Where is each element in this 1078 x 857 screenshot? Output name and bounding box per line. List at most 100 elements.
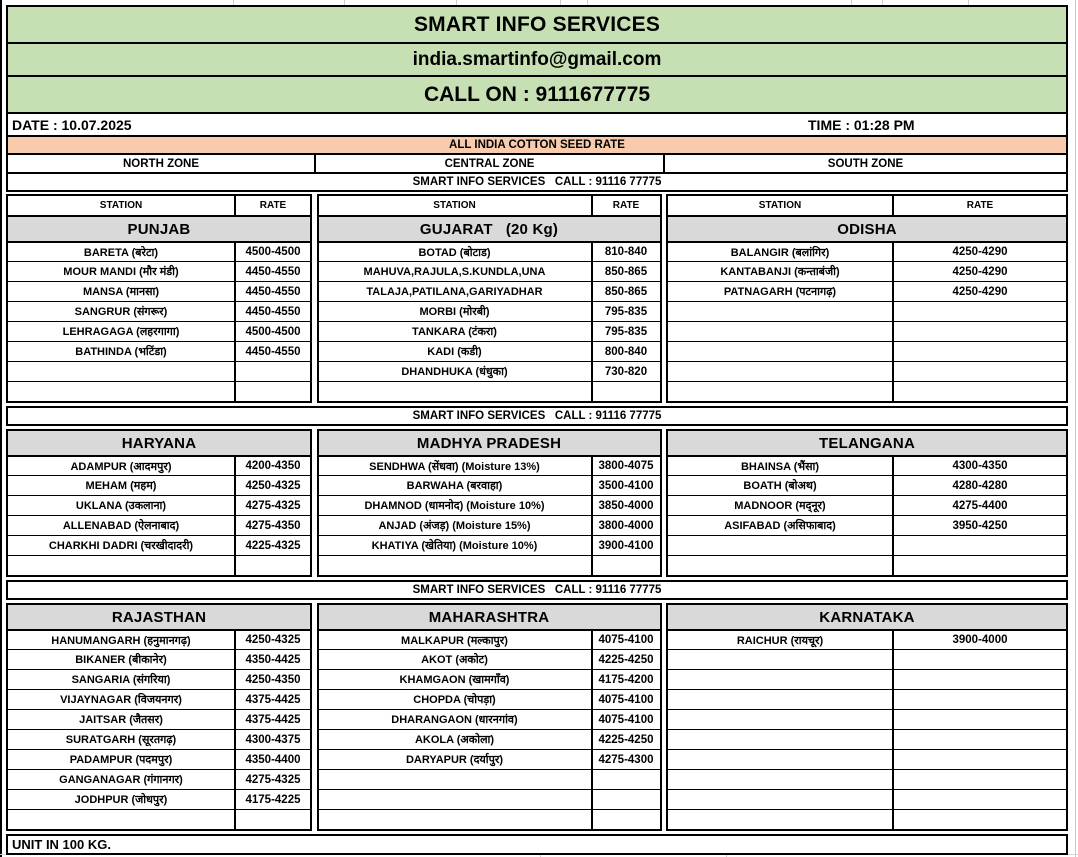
rate-column-header: RATE <box>892 196 1066 215</box>
station-cell <box>668 650 892 669</box>
table-row: KADI (कडी) 800-840 <box>318 341 660 361</box>
table-row: PADAMPUR (पदमपुर) 4350-4400 <box>8 749 310 769</box>
state-table-karnataka: KARNATAKA RAICHUR (रायचूर) 3900-4000 <box>666 603 1068 831</box>
table-row-empty <box>668 361 1066 381</box>
station-cell: KADI (कडी) <box>427 346 482 358</box>
station-cell: BOTAD (बोटाड) <box>418 246 491 259</box>
table-row-empty <box>668 689 1066 709</box>
table-row: DHANDHUKA (धंधुका) 730-820 <box>318 361 660 381</box>
rate-cell <box>892 810 1066 829</box>
station-cell <box>319 790 591 809</box>
table-row: SENDHWA (सेंधवा) (Moisture 13%) 3800-4075 <box>318 455 660 475</box>
table-row: BALANGIR (बलांगिर) 4250-4290 <box>668 241 1066 261</box>
table-row: ANJAD (अंजड़) (Moisture 15%) 3800-4000 <box>318 515 660 535</box>
date-time-row: DATE : 10.07.2025 TIME : 01:28 PM <box>6 112 1068 137</box>
table-row: BARETA (बरेटा) 4500-4500 <box>8 241 310 261</box>
station-cell: TALAJA,PATILANA,GARIYADHAR <box>366 285 543 298</box>
table-row: JAITSAR (जैतसर) 4375-4425 <box>8 709 310 729</box>
rate-cell: 850-865 <box>590 262 660 281</box>
table-row: BIKANER (बीकानेर) 4350-4425 <box>8 649 310 669</box>
table-row-empty <box>668 649 1066 669</box>
station-cell: DHARANGAON (धारनगांव) <box>391 714 518 726</box>
station-cell: KHAMGAON (खामगाँव) <box>399 674 510 686</box>
table-row: SURATGARH (सूरतगढ़) 4300-4375 <box>8 729 310 749</box>
table-row: MALKAPUR (मल्कापुर) 4075-4100 <box>318 629 660 649</box>
rate-cell: 4350-4400 <box>234 750 310 769</box>
contact-separator-row: SMART INFO SERVICES CALL : 91116 77775 <box>6 406 1068 426</box>
rate-cell: 4275-4400 <box>892 496 1066 515</box>
rate-cell: 4225-4250 <box>590 730 660 749</box>
table-row-empty <box>668 789 1066 809</box>
station-cell: AKOT (अकोट) <box>421 654 488 666</box>
table-row: DHARANGAON (धारनगांव) 4075-4100 <box>318 709 660 729</box>
station-cell <box>668 536 892 555</box>
rate-cell: 4225-4250 <box>590 650 660 669</box>
station-cell: ANJAD (अंजड़) (Moisture 15%) <box>378 520 531 532</box>
station-cell: DHAMNOD (धामनोद) (Moisture 10%) <box>364 500 545 512</box>
table-row: LEHRAGAGA (लहरगागा) 4500-4500 <box>8 321 310 341</box>
gridline-tick <box>968 0 969 6</box>
station-cell: ASIFABAD (असिफाबाद) <box>724 520 836 532</box>
gridline-tick <box>540 853 541 857</box>
gridline-tick <box>456 0 457 6</box>
state-header-gujarat-kg: GUJARAT (20 Kg) <box>318 217 660 241</box>
table-row-empty <box>8 361 310 381</box>
table-row: BARWAHA (बरवाहा) 3500-4100 <box>318 475 660 495</box>
rate-cell <box>590 382 660 401</box>
rate-cell <box>892 556 1066 575</box>
rate-cell <box>892 362 1066 381</box>
table-row-empty <box>668 381 1066 401</box>
table-row: MADNOOR (मद्नूर) 4275-4400 <box>668 495 1066 515</box>
rate-cell <box>590 770 660 789</box>
table-row: KANTABANJI (कन्ताबंजी) 4250-4290 <box>668 261 1066 281</box>
table-row-empty <box>318 769 660 789</box>
table-row-empty <box>668 669 1066 689</box>
table-row-empty <box>318 809 660 829</box>
station-cell: AKOLA (अकोला) <box>414 734 495 746</box>
table-row-empty <box>668 321 1066 341</box>
station-cell: MORBI (मोरबी) <box>419 306 490 318</box>
rate-cell: 4275-4300 <box>590 750 660 769</box>
table-row: BATHINDA (भटिंडा) 4450-4550 <box>8 341 310 361</box>
column-header-row: STATION RATE <box>318 196 660 217</box>
time-label: TIME : 01:28 PM <box>808 116 915 133</box>
station-cell: MAHUVA,RAJULA,S.KUNDLA,UNA <box>363 265 546 278</box>
station-cell <box>668 382 892 401</box>
table-row: KHAMGAON (खामगाँव) 4175-4200 <box>318 669 660 689</box>
station-cell <box>319 556 591 575</box>
page-right-edge <box>1075 0 1076 857</box>
station-cell <box>668 322 892 341</box>
table-row: CHOPDA (चोपड़ा) 4075-4100 <box>318 689 660 709</box>
state-table-odisha: STATION RATE ODISHA BALANGIR (बलांगिर) 4250-… <box>666 194 1068 403</box>
table-row: TANKARA (टंकरा) 795-835 <box>318 321 660 341</box>
rate-cell: 4175-4200 <box>590 670 660 689</box>
rate-cell: 4275-4350 <box>234 516 310 535</box>
state-header-odisha: ODISHA <box>668 217 1066 241</box>
zone-header-row: NORTH ZONE CENTRAL ZONE SOUTH ZONE <box>6 153 1068 174</box>
state-block-row: STATION RATE PUNJAB BARETA (बरेटा) 4500-4500… <box>6 194 1068 403</box>
station-cell <box>319 810 591 829</box>
rate-cell <box>234 362 310 381</box>
station-cell: ADAMPUR (आदमपुर) <box>70 460 172 473</box>
station-cell: ALLENABAD (ऐलनाबाद) <box>62 520 180 532</box>
table-row-empty <box>8 555 310 575</box>
rate-cell: 4250-4290 <box>892 243 1066 261</box>
table-row-empty <box>668 341 1066 361</box>
table-row: UKLANA (उकलाना) 4275-4325 <box>8 495 310 515</box>
station-cell: PADAMPUR (पदमपुर) <box>69 754 173 766</box>
station-cell: KANTABANJI (कन्ताबंजी) <box>720 266 840 278</box>
table-row: CHARKHI DADRI (चरखीदादरी) 4225-4325 <box>8 535 310 555</box>
station-column-header: STATION <box>99 200 143 211</box>
station-cell: RAICHUR (रायचूर) <box>736 634 824 647</box>
rate-cell: 4175-4225 <box>234 790 310 809</box>
station-cell: PATNAGARH (पटनागढ़) <box>723 286 837 298</box>
rate-cell: 4280-4280 <box>892 476 1066 495</box>
rate-cell: 4500-4500 <box>234 243 310 261</box>
table-row: HANUMANGARH (हनुमानगढ़) 4250-4325 <box>8 629 310 649</box>
station-cell: BOATH (बोअथ) <box>743 480 817 492</box>
zone-north: NORTH ZONE <box>8 155 316 172</box>
page-left-edge <box>0 0 2 857</box>
rate-cell: 4450-4550 <box>234 262 310 281</box>
state-blocks: STATION RATE PUNJAB BARETA (बरेटा) 4500-4500… <box>6 194 1068 831</box>
